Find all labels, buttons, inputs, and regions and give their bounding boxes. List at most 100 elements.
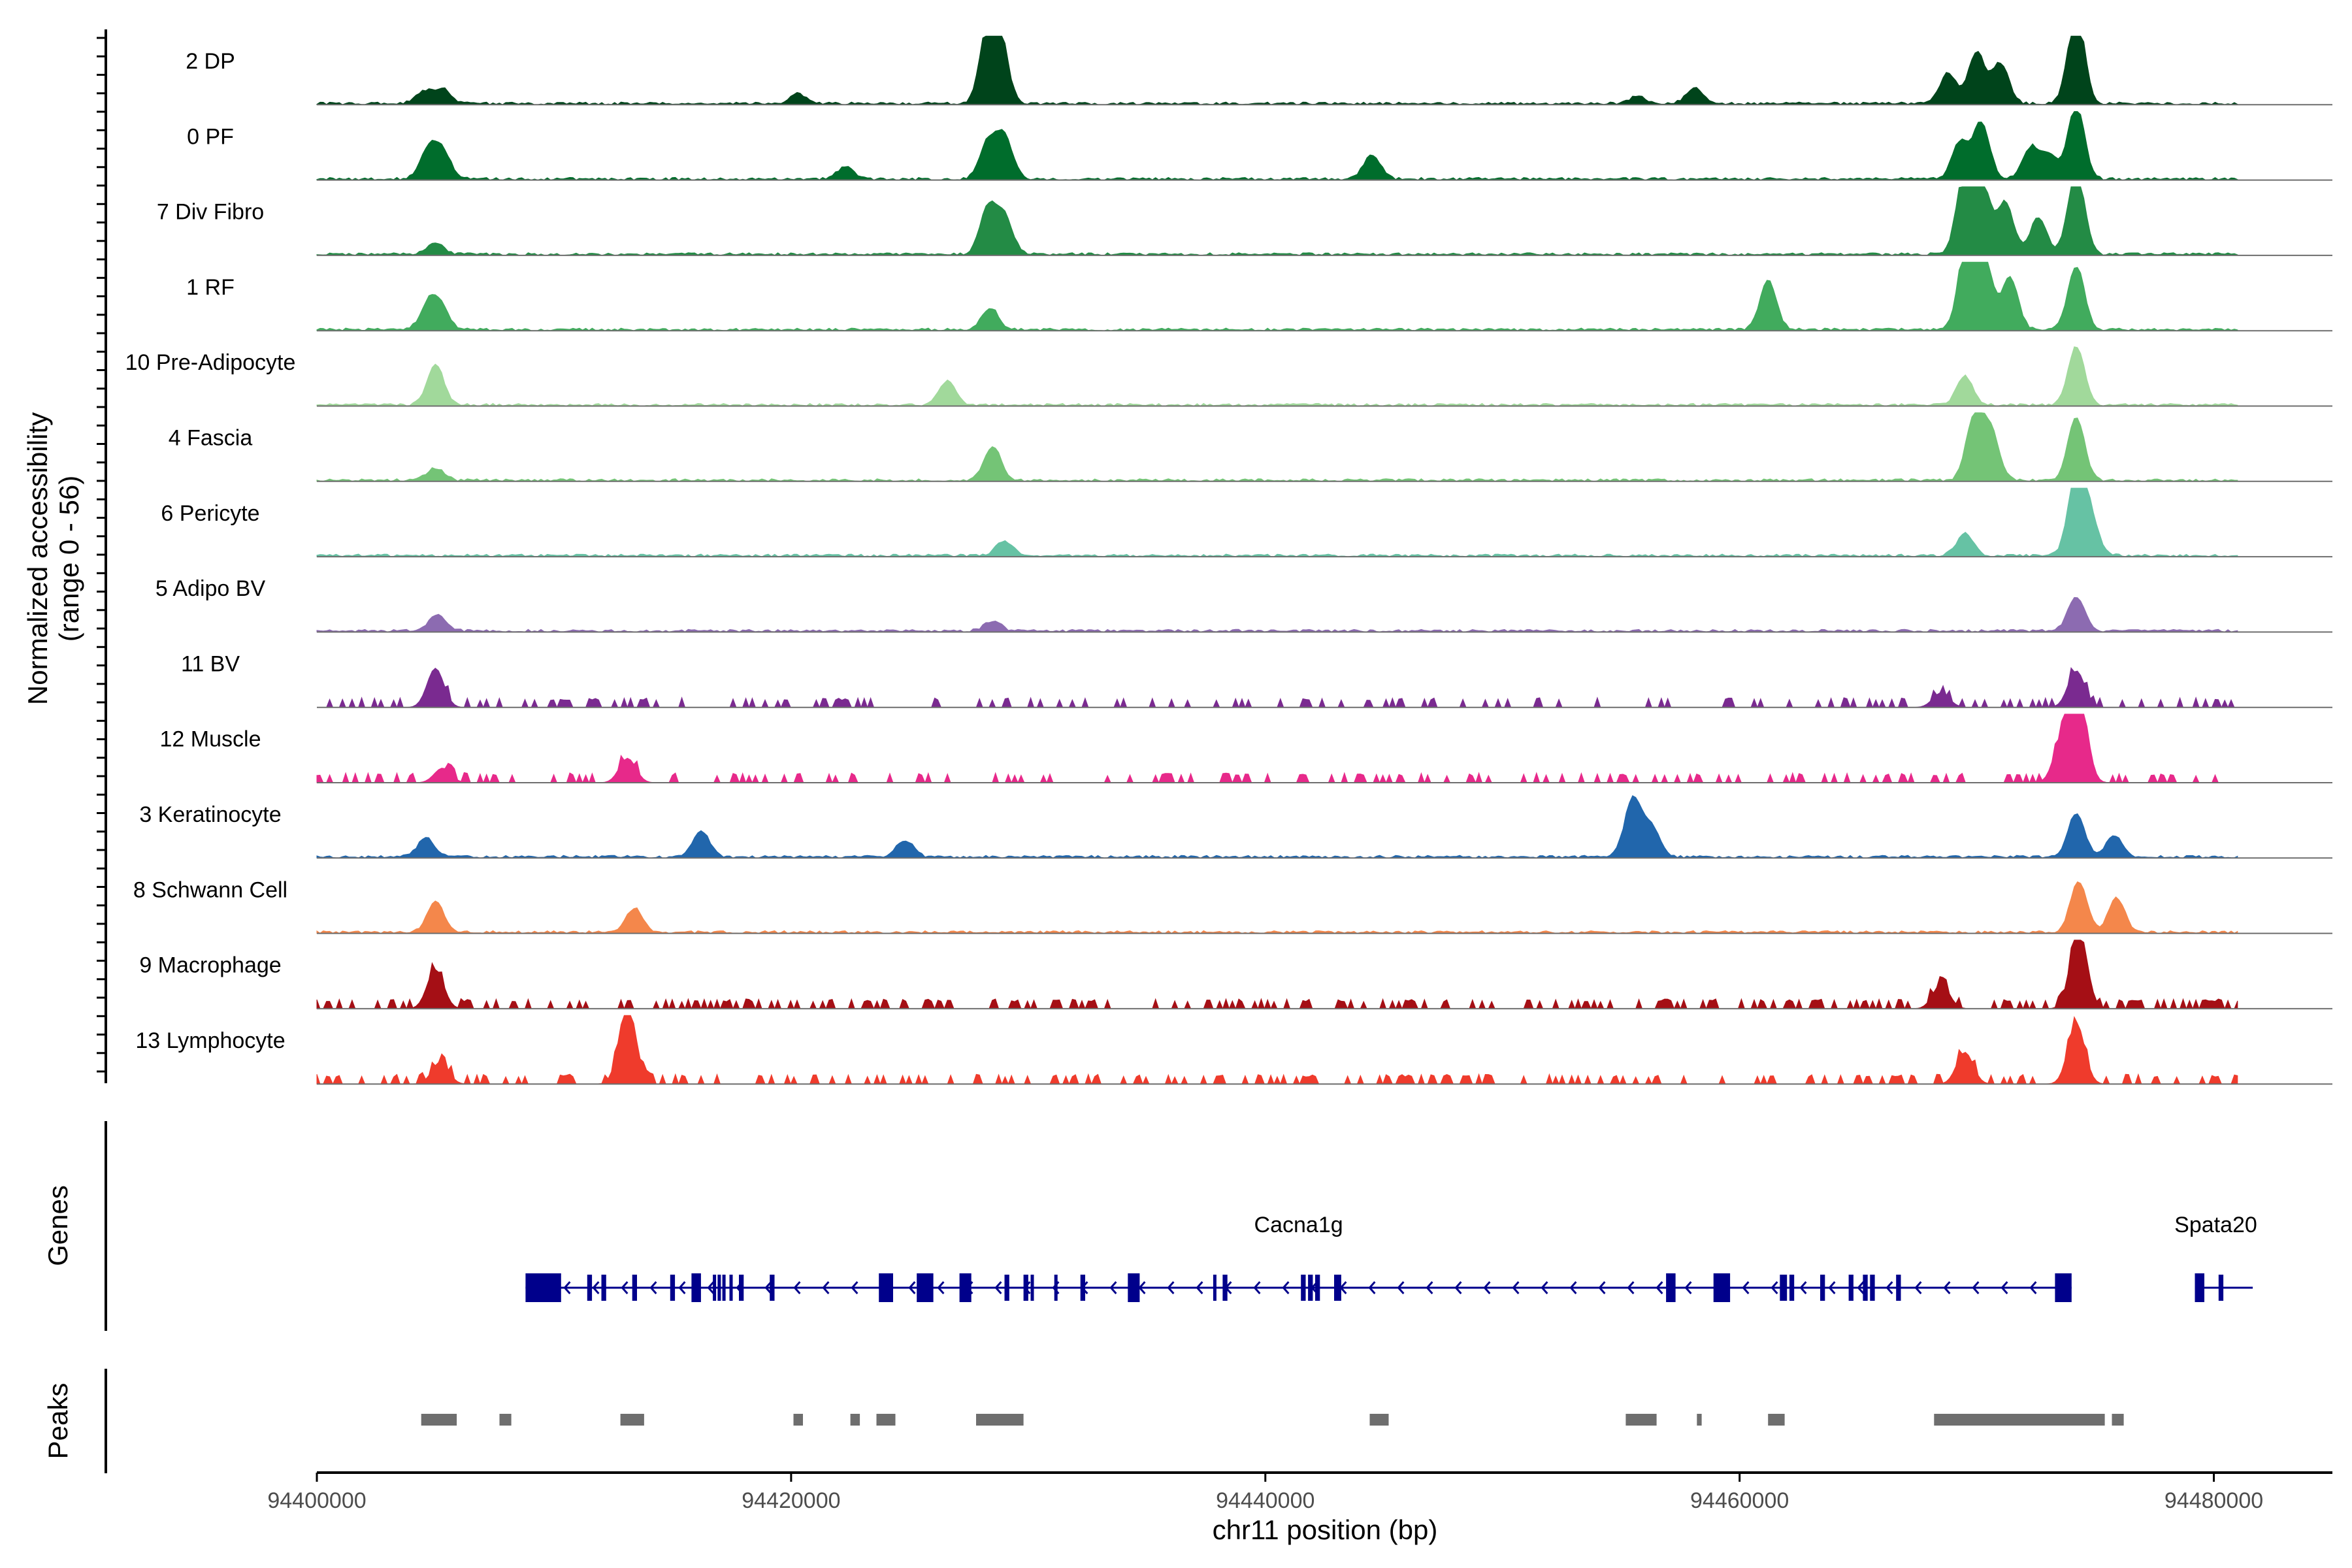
gene-exon [1054,1275,1058,1301]
track-label: 3 Keratinocyte [139,802,281,827]
gene-exon [2055,1273,2072,1302]
gene-exon [670,1275,676,1301]
coverage-area [316,1015,2238,1085]
track-label: 11 BV [181,651,240,676]
track-label: 7 Div Fibro [157,200,264,225]
coverage-area [316,412,2238,482]
strand-arrow-icon [2001,1281,2008,1294]
strand-arrow-icon [1167,1281,1175,1294]
gene-exon [1308,1275,1313,1301]
track-label: 9 Macrophage [139,953,281,978]
track-label: 13 Lymphocyte [135,1028,285,1053]
track-1-rf: 1 RF [186,261,2332,332]
strand-arrow-icon [1828,1281,1836,1294]
gene-exon [1848,1275,1854,1301]
gene-exon [1863,1275,1868,1301]
gene-spata20: Spata20 [2174,1213,2257,1302]
coverage-area [316,939,2238,1010]
gene-exon [1128,1273,1140,1302]
track-7-div-fibro: 7 Div Fibro [157,186,2332,256]
gene-exon [717,1275,721,1301]
gene-exon [739,1275,744,1301]
track-label: 12 Muscle [160,727,261,752]
gene-exon [632,1275,637,1301]
peak-region [1697,1414,1702,1426]
strand-arrow-icon [1253,1281,1261,1294]
gene-exon [1023,1275,1028,1301]
peak-region [1768,1414,1785,1426]
strand-arrow-icon [793,1281,801,1294]
gene-exon [1896,1275,1901,1301]
track-12-muscle: 12 Muscle [160,713,2332,784]
strand-arrow-icon [1368,1281,1376,1294]
coverage-area [316,596,2238,632]
strand-arrow-icon [1426,1281,1433,1294]
gene-exon [1222,1275,1228,1301]
strand-arrow-icon [649,1281,657,1294]
coverage-area [316,713,2238,784]
peak-region [1934,1414,2105,1426]
strand-arrow-icon [822,1281,830,1294]
gene-exon [1820,1275,1825,1301]
track-label: 1 RF [186,275,235,300]
coverage-area [317,666,2238,709]
peak-region [793,1414,803,1426]
strand-arrow-icon [1541,1281,1548,1294]
y-axis-title-line-2: (range 0 - 56) [54,476,84,642]
y-axis-ticks [97,37,106,1073]
strand-arrow-icon [1857,1281,1865,1294]
track-3-keratinocyte: 3 Keratinocyte [139,795,2332,859]
track-label: 8 Schwann Cell [133,877,287,902]
gene-exon [879,1273,893,1302]
track-6-pericyte: 6 Pericyte [161,487,2332,558]
coverage-area [316,346,2238,407]
peak-region [2112,1414,2124,1426]
gene-exon [1030,1275,1034,1301]
gene-exon [1713,1273,1731,1302]
track-9-macrophage: 9 Macrophage [139,939,2332,1010]
x-axis-tick-label: 94400000 [267,1488,366,1513]
gene-exon [1870,1275,1875,1301]
peak-regions [421,1414,2124,1426]
track-label: 5 Adipo BV [155,576,266,601]
strand-arrow-icon [1483,1281,1491,1294]
strand-arrow-icon [1943,1281,1951,1294]
gene-annotations: Cacna1g Spata20 [525,1213,2257,1302]
x-axis-ticks: 94400000 94420000 94440000 94460000 94480000 [267,1473,2263,1513]
x-axis-tick-label: 94440000 [1216,1488,1315,1513]
coverage-area [316,487,2238,557]
strand-arrow-icon [707,1281,715,1294]
coverage-area [316,111,2238,181]
track-2-dp: 2 DP [186,35,2332,106]
strand-arrow-icon [1886,1281,1893,1294]
gene-exon [525,1273,561,1302]
x-axis-tick-label: 94480000 [2164,1488,2263,1513]
strand-arrow-icon [1282,1281,1290,1294]
coverage-area [316,795,2238,858]
strand-arrow-icon [851,1281,858,1294]
strand-arrow-icon [1684,1281,1692,1294]
gene-exon [729,1275,733,1301]
gene-exon [1666,1273,1676,1302]
gene-name-label: Cacna1g [1254,1213,1343,1237]
peaks-panel-label: Peaks [42,1383,73,1460]
x-axis-tick-label: 94460000 [1690,1488,1789,1513]
y-axis-title-line-1: Normalized accessibility [22,412,53,705]
peak-region [976,1414,1024,1426]
strand-arrow-icon [1598,1281,1606,1294]
gene-exon [1315,1275,1320,1301]
track-11-bv: 11 BV [181,651,2332,709]
genes-panel-label: Genes [42,1185,73,1266]
strand-arrow-icon [563,1281,571,1294]
strand-arrow-icon [592,1281,600,1294]
gene-exon [917,1273,934,1302]
coverage-area [316,35,2238,105]
strand-arrow-icon [1627,1281,1635,1294]
strand-arrow-icon [621,1281,629,1294]
strand-arrow-icon [1512,1281,1520,1294]
gene-exon [601,1275,606,1301]
coverage-area [316,261,2238,331]
track-0-pf: 0 PF [187,111,2332,181]
coverage-area [316,881,2238,934]
gene-exon [1301,1275,1306,1301]
